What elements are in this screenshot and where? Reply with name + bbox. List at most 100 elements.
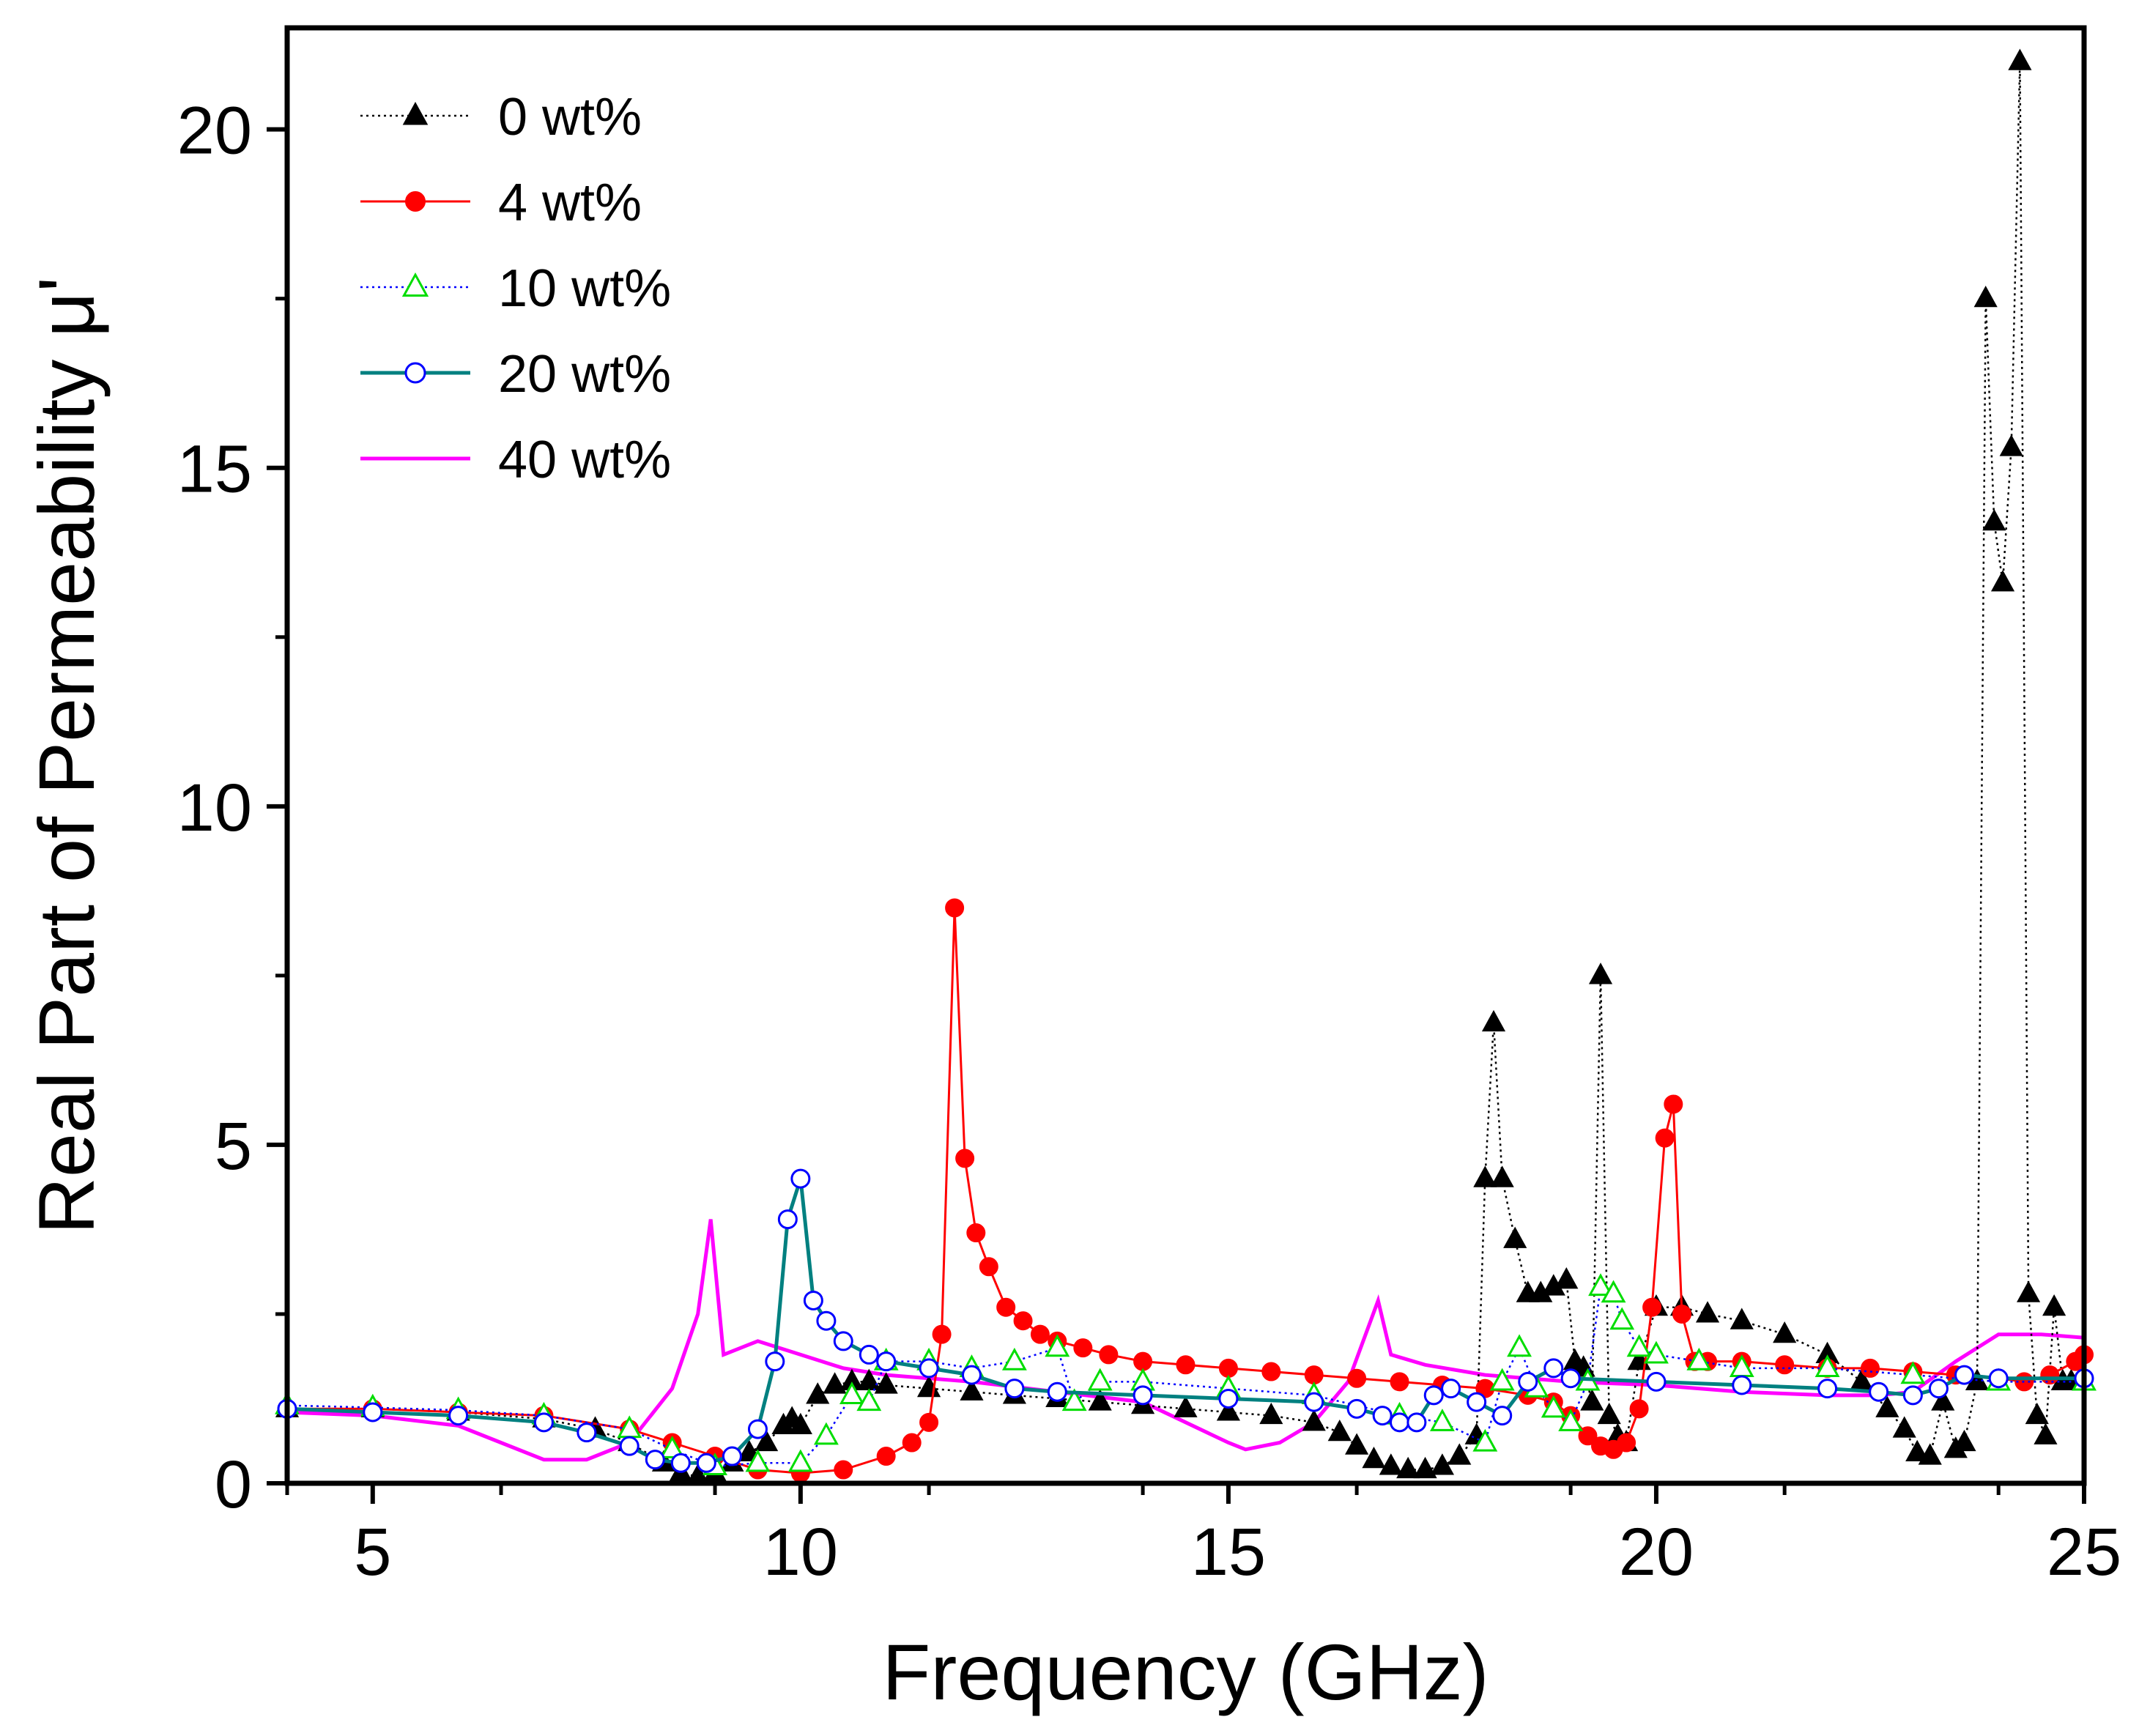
data-point bbox=[1390, 1412, 1410, 1433]
x-tick-label: 5 bbox=[354, 1515, 391, 1590]
legend-label: 10 wt% bbox=[498, 259, 671, 318]
data-point bbox=[1646, 1371, 1667, 1392]
data-point bbox=[1672, 1304, 1691, 1324]
data-point bbox=[401, 272, 429, 297]
x-tick-label: 20 bbox=[1619, 1515, 1694, 1590]
legend-label: 0 wt% bbox=[498, 88, 642, 146]
data-point bbox=[1558, 1409, 1584, 1431]
series-line bbox=[287, 908, 2085, 1475]
data-point bbox=[1601, 1280, 1626, 1303]
data-point bbox=[1304, 1365, 1324, 1385]
x-axis-title: Frequency (GHz) bbox=[882, 1628, 1489, 1716]
data-point bbox=[1773, 1321, 1797, 1343]
data-point bbox=[1379, 1453, 1403, 1475]
data-point bbox=[859, 1344, 879, 1365]
y-tick-label: 20 bbox=[177, 94, 252, 168]
data-point bbox=[1931, 1389, 1955, 1411]
data-point bbox=[1372, 1406, 1393, 1426]
data-point bbox=[1695, 1301, 1720, 1323]
data-point bbox=[1087, 1368, 1113, 1391]
data-point bbox=[1617, 1433, 1636, 1453]
data-point bbox=[1973, 285, 1998, 308]
data-point bbox=[1644, 1340, 1669, 1364]
data-point bbox=[806, 1382, 830, 1404]
data-point bbox=[1686, 1347, 1712, 1370]
data-point bbox=[803, 1290, 823, 1310]
data-point bbox=[722, 1446, 742, 1466]
y-tick-label: 10 bbox=[177, 771, 252, 845]
data-point bbox=[1406, 1412, 1427, 1433]
data-point bbox=[1133, 1351, 1153, 1371]
data-point bbox=[619, 1436, 640, 1456]
data-point bbox=[1061, 1388, 1087, 1412]
data-point bbox=[788, 1412, 812, 1435]
data-point bbox=[1580, 1389, 1604, 1411]
data-point bbox=[1999, 434, 2023, 456]
data-point bbox=[1775, 1355, 1795, 1375]
data-point bbox=[645, 1450, 665, 1470]
data-point bbox=[1905, 1439, 1930, 1461]
data-point bbox=[856, 1388, 882, 1412]
data-point bbox=[1860, 1358, 1880, 1378]
data-point bbox=[1543, 1358, 1564, 1379]
data-point bbox=[1626, 1334, 1652, 1357]
data-point bbox=[876, 1447, 896, 1466]
data-point bbox=[777, 1209, 798, 1230]
data-point bbox=[823, 1372, 847, 1394]
data-point bbox=[1327, 1419, 1352, 1442]
data-point bbox=[1362, 1446, 1386, 1469]
data-point bbox=[874, 1372, 898, 1394]
data-point bbox=[405, 191, 426, 212]
data-point bbox=[1030, 1324, 1050, 1344]
data-point bbox=[1588, 962, 1613, 984]
data-point bbox=[1954, 1365, 1974, 1385]
data-point bbox=[402, 101, 429, 125]
data-point bbox=[1554, 1267, 1579, 1289]
data-point bbox=[979, 1257, 998, 1277]
data-point bbox=[1133, 1385, 1153, 1406]
data-point bbox=[1218, 1358, 1238, 1378]
data-point bbox=[533, 1412, 554, 1433]
data-point bbox=[765, 1351, 785, 1372]
ticks-layer: 5 10 15 20 25 0 5 10 15 20 bbox=[177, 94, 2122, 1590]
data-point bbox=[1302, 1409, 1326, 1431]
data-point bbox=[1629, 1399, 1649, 1419]
data-point bbox=[813, 1422, 839, 1445]
data-point bbox=[1814, 1354, 1840, 1377]
data-point bbox=[1900, 1361, 1926, 1384]
data-point bbox=[1918, 1443, 1942, 1465]
legend-label: 4 wt% bbox=[498, 174, 642, 232]
data-point bbox=[1869, 1381, 1889, 1402]
data-point bbox=[2008, 48, 2032, 70]
data-point bbox=[1732, 1375, 1752, 1395]
data-point bbox=[1088, 1389, 1112, 1411]
data-point bbox=[1347, 1368, 1367, 1388]
data-point bbox=[1473, 1165, 1497, 1187]
data-point bbox=[790, 1168, 811, 1189]
legend: 0 wt% 4 wt% 10 wt% 20 wt% 40 wt% bbox=[360, 88, 671, 489]
series-20-wt bbox=[277, 1168, 2094, 1473]
data-point bbox=[1259, 1402, 1283, 1425]
data-point bbox=[755, 1429, 779, 1452]
data-point bbox=[1597, 1402, 1621, 1425]
data-point bbox=[2034, 1422, 2058, 1444]
data-point bbox=[2040, 1365, 2060, 1385]
x-tick-label: 10 bbox=[763, 1515, 838, 1590]
data-point bbox=[1578, 1426, 1598, 1446]
data-point bbox=[577, 1422, 597, 1443]
series-line bbox=[286, 1178, 2084, 1465]
series-line bbox=[286, 1219, 2085, 1462]
data-point bbox=[1441, 1379, 1461, 1399]
data-point bbox=[996, 1297, 1016, 1317]
x-tick-label: 25 bbox=[2047, 1515, 2121, 1590]
data-point bbox=[1218, 1388, 1239, 1409]
data-point bbox=[1730, 1307, 1754, 1329]
data-point bbox=[833, 1331, 853, 1351]
data-point bbox=[1004, 1379, 1025, 1399]
data-point bbox=[1174, 1395, 1198, 1417]
data-point bbox=[1345, 1433, 1369, 1455]
data-point bbox=[1430, 1453, 1455, 1475]
legend-label: 40 wt% bbox=[498, 431, 671, 489]
data-point bbox=[1429, 1409, 1455, 1431]
